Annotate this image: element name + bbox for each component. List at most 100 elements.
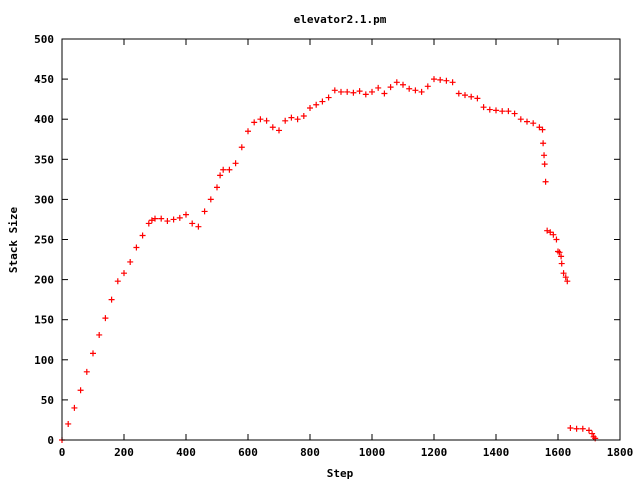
x-tick-label: 200 [114, 446, 134, 459]
y-tick-label: 50 [41, 394, 54, 407]
data-point-plus-marker [189, 220, 196, 227]
data-point-plus-marker [121, 270, 127, 277]
data-point-plus-marker [152, 215, 158, 222]
data-point-plus-marker [133, 244, 140, 251]
axis-ticks: 0 200 400 600 800 1000 1200 1400 1600 1800 0 50 100 1… [34, 33, 633, 459]
x-tick-label: 800 [300, 446, 320, 459]
y-tick-label: 150 [34, 314, 54, 327]
data-point-plus-marker [387, 84, 394, 91]
data-point-plus-marker [462, 92, 468, 99]
x-tick-label: 1800 [607, 446, 634, 459]
data-point-plus-marker [539, 126, 546, 133]
data-point-plus-marker [350, 89, 357, 96]
data-point-plus-marker [338, 88, 344, 95]
data-point-plus-marker [319, 98, 326, 105]
data-point-plus-marker [263, 117, 270, 124]
data-point-plus-marker [226, 166, 233, 173]
data-point-plus-marker [307, 104, 313, 111]
x-tick-label: 1200 [421, 446, 448, 459]
data-point-plus-marker [589, 430, 596, 437]
x-tick-label: 1400 [483, 446, 510, 459]
data-point-plus-marker [232, 160, 239, 167]
data-point-plus-marker [524, 118, 530, 125]
data-point-plus-marker [207, 196, 214, 203]
data-point-plus-marker [573, 425, 580, 432]
data-point-plus-marker [393, 79, 400, 86]
data-point-plus-marker [220, 166, 227, 173]
data-point-plus-marker [486, 106, 493, 113]
data-point-plus-marker [567, 424, 574, 431]
data-point-plus-marker [406, 85, 413, 92]
data-point-plus-marker [560, 270, 567, 277]
y-tick-label: 100 [34, 354, 54, 367]
x-tick-label: 1600 [545, 446, 572, 459]
data-point-plus-marker [579, 425, 586, 432]
data-point-plus-marker [114, 278, 121, 285]
data-point-plus-marker [170, 216, 177, 223]
data-point-plus-marker [381, 90, 388, 97]
data-point-plus-marker [468, 93, 475, 100]
data-point-plus-marker [96, 331, 103, 338]
data-point-plus-marker [443, 77, 450, 84]
data-point-plus-marker [344, 88, 351, 95]
data-point-plus-marker [455, 90, 462, 97]
data-point-plus-marker [288, 114, 295, 121]
data-point-plus-marker [541, 161, 548, 168]
y-tick-label: 250 [34, 234, 54, 247]
data-point-plus-marker [201, 208, 208, 215]
data-point-plus-marker [499, 108, 506, 115]
data-point-plus-marker [437, 76, 444, 83]
y-tick-label: 500 [34, 33, 54, 46]
data-point-plus-marker [65, 420, 72, 427]
data-point-plus-marker [418, 88, 425, 95]
chart-title: elevator2.1.pm [294, 13, 387, 26]
data-point-plus-marker [245, 128, 251, 135]
data-point-plus-marker [214, 184, 220, 191]
data-point-plus-marker [540, 140, 547, 147]
data-point-plus-marker [90, 350, 96, 357]
data-point-plus-marker [294, 116, 301, 123]
data-point-plus-marker [139, 232, 146, 239]
data-point-plus-marker [282, 117, 289, 124]
data-point-plus-marker [269, 124, 276, 131]
data-point-plus-marker [300, 112, 307, 119]
data-point-plus-marker [544, 227, 551, 234]
data-point-plus-marker [362, 91, 369, 98]
data-point-plus-marker [449, 79, 456, 86]
data-point-plus-marker [424, 83, 431, 90]
y-tick-label: 350 [34, 153, 54, 166]
y-tick-label: 450 [34, 73, 54, 86]
data-point-plus-marker [108, 296, 115, 303]
data-point-plus-marker [102, 315, 109, 322]
data-point-plus-marker [562, 274, 569, 281]
x-axis-label: Step [327, 467, 354, 480]
data-point-plus-marker [369, 88, 375, 95]
data-point-plus-marker [558, 253, 565, 260]
data-point-plus-marker [505, 108, 512, 115]
data-point-plus-marker [251, 119, 258, 126]
data-point-plus-marker [164, 218, 171, 225]
data-point-plus-marker [195, 223, 202, 230]
data-point-plus-marker [541, 152, 548, 159]
data-point-plus-marker [493, 107, 499, 114]
x-tick-label: 600 [238, 446, 258, 459]
data-point-plus-marker [217, 172, 224, 179]
data-point-plus-marker [550, 231, 557, 238]
data-point-plus-marker [148, 217, 155, 224]
y-tick-label: 200 [34, 274, 54, 287]
y-tick-label: 0 [47, 434, 54, 447]
data-point-plus-marker [71, 404, 78, 411]
data-point-plus-marker [183, 211, 189, 218]
data-point-plus-marker [127, 258, 134, 265]
data-point-plus-marker [542, 178, 549, 185]
data-point-plus-marker [412, 87, 419, 94]
data-point-plus-marker [564, 278, 571, 285]
y-tick-label: 300 [34, 193, 54, 206]
x-tick-label: 400 [176, 446, 196, 459]
data-points [59, 76, 599, 443]
data-point-plus-marker [586, 427, 592, 434]
data-point-plus-marker [325, 94, 332, 101]
data-point-plus-marker [238, 144, 245, 151]
data-point-plus-marker [556, 249, 563, 256]
